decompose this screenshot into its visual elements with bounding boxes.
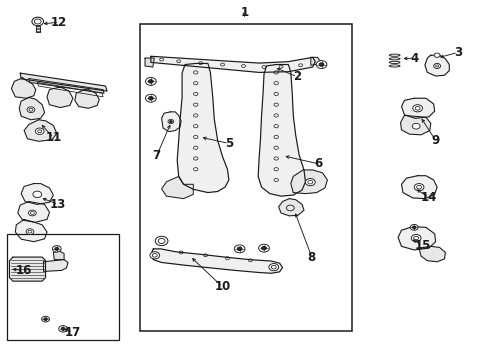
Circle shape (409, 225, 417, 230)
Circle shape (32, 17, 43, 26)
Text: 14: 14 (420, 191, 436, 204)
Polygon shape (424, 55, 448, 76)
Polygon shape (418, 246, 445, 262)
Circle shape (148, 80, 153, 83)
Circle shape (258, 244, 269, 252)
Circle shape (44, 318, 47, 320)
Text: 7: 7 (152, 149, 161, 162)
Circle shape (41, 316, 49, 322)
Polygon shape (161, 176, 193, 199)
Bar (140, 24, 351, 330)
Polygon shape (11, 78, 36, 98)
Polygon shape (36, 26, 40, 32)
Circle shape (411, 226, 415, 229)
Polygon shape (145, 58, 154, 67)
Circle shape (237, 247, 242, 251)
Circle shape (52, 246, 61, 252)
Polygon shape (75, 90, 99, 108)
Polygon shape (9, 257, 45, 281)
Circle shape (35, 128, 44, 134)
Text: 6: 6 (314, 157, 322, 170)
Text: 8: 8 (307, 251, 315, 264)
Circle shape (61, 327, 65, 330)
Text: 1: 1 (240, 6, 248, 19)
Circle shape (319, 63, 323, 66)
Circle shape (234, 245, 244, 253)
Polygon shape (24, 120, 57, 141)
Circle shape (145, 77, 156, 85)
Text: 5: 5 (224, 137, 233, 150)
Text: 4: 4 (409, 51, 417, 64)
Circle shape (169, 121, 172, 123)
Circle shape (305, 179, 315, 186)
Text: 2: 2 (292, 70, 301, 83)
Polygon shape (290, 170, 327, 194)
Circle shape (433, 53, 439, 57)
Polygon shape (15, 220, 47, 242)
Text: 9: 9 (430, 134, 439, 147)
Polygon shape (397, 226, 435, 250)
Circle shape (59, 325, 67, 332)
Ellipse shape (388, 61, 399, 63)
Circle shape (150, 252, 159, 259)
Text: 11: 11 (45, 131, 61, 144)
Polygon shape (401, 176, 436, 199)
Bar (6, 234, 119, 339)
Polygon shape (310, 57, 321, 65)
Polygon shape (29, 78, 104, 93)
Circle shape (268, 264, 278, 271)
Circle shape (33, 191, 41, 198)
Polygon shape (161, 112, 181, 132)
Circle shape (55, 247, 59, 250)
Text: 13: 13 (50, 198, 66, 211)
Text: 10: 10 (214, 280, 230, 293)
Polygon shape (47, 87, 73, 108)
Circle shape (413, 184, 423, 191)
Circle shape (261, 246, 266, 250)
Polygon shape (53, 251, 64, 260)
Text: 16: 16 (16, 264, 32, 277)
Text: 3: 3 (453, 46, 461, 59)
Polygon shape (18, 202, 49, 222)
Circle shape (27, 107, 35, 113)
Circle shape (412, 105, 422, 112)
Ellipse shape (388, 54, 399, 56)
Text: 15: 15 (413, 239, 430, 252)
Circle shape (433, 63, 440, 68)
Circle shape (28, 210, 36, 216)
Text: 17: 17 (64, 326, 81, 339)
Circle shape (26, 229, 34, 234)
Polygon shape (278, 199, 304, 216)
Polygon shape (151, 249, 282, 273)
Polygon shape (43, 260, 68, 271)
Circle shape (410, 234, 420, 242)
Polygon shape (177, 63, 228, 193)
Polygon shape (400, 116, 430, 135)
Polygon shape (20, 73, 107, 91)
Polygon shape (19, 98, 44, 120)
Polygon shape (151, 56, 315, 72)
Polygon shape (258, 64, 305, 196)
Circle shape (145, 94, 156, 102)
Polygon shape (401, 98, 434, 118)
Ellipse shape (388, 65, 399, 67)
Circle shape (155, 236, 167, 246)
Text: 12: 12 (51, 16, 67, 29)
Circle shape (316, 60, 326, 68)
Polygon shape (21, 184, 53, 204)
Circle shape (148, 96, 153, 100)
Ellipse shape (388, 58, 399, 60)
Circle shape (411, 123, 419, 129)
